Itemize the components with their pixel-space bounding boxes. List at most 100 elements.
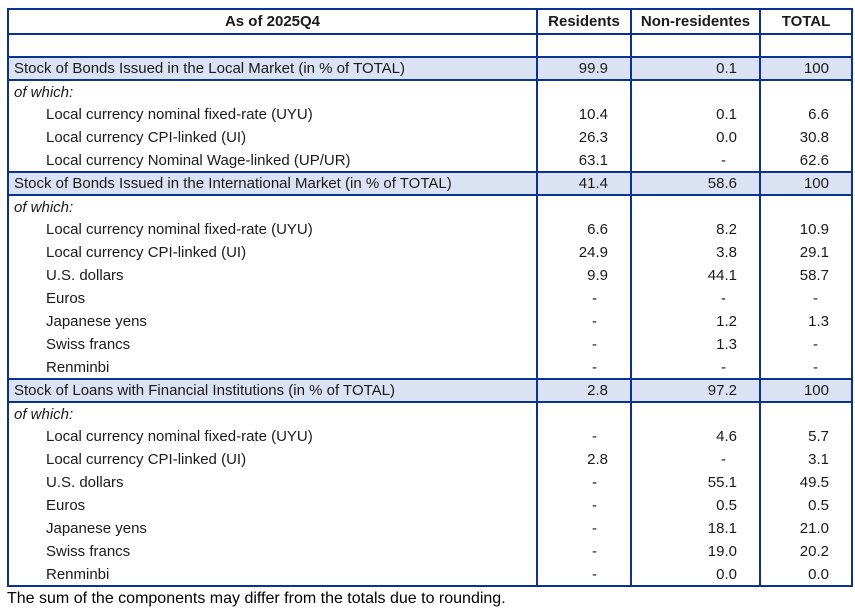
row-label: Renminbi: [7, 356, 538, 379]
value-cell: 6.6: [536, 218, 632, 241]
table-row: of which:: [7, 195, 853, 218]
value-cell: -: [630, 149, 761, 172]
value-cell: 6.6: [759, 103, 853, 126]
row-label: Stock of Bonds Issued in the Internation…: [7, 171, 538, 196]
value-cell: 99.9: [536, 56, 632, 81]
value-cell: 0.5: [630, 494, 761, 517]
row-label: Euros: [7, 494, 538, 517]
value-cell: 41.4: [536, 171, 632, 196]
table-row: of which:: [7, 402, 853, 425]
value-cell: 8.2: [630, 218, 761, 241]
table-row: Japanese yens -18.1 21.0: [7, 517, 853, 540]
value-cell: -: [536, 563, 632, 587]
row-label: Stock of Bonds Issued in the Local Marke…: [7, 56, 538, 81]
row-label: Japanese yens: [7, 517, 538, 540]
value-cell: [630, 80, 761, 103]
value-cell: 100: [759, 378, 853, 403]
value-cell: -: [536, 425, 632, 448]
footnote: The sum of the components may differ fro…: [7, 590, 506, 607]
value-cell: 0.0: [630, 563, 761, 587]
value-cell: 5.7: [759, 425, 853, 448]
table-body: Stock of Bonds Issued in the Local Marke…: [7, 34, 853, 587]
row-label: Local currency Nominal Wage-linked (UP/U…: [7, 149, 538, 172]
value-cell: 1.2: [630, 310, 761, 333]
value-cell: 3.1: [759, 448, 853, 471]
table-row: Local currency CPI-linked (UI) 26.3 0.0 30.…: [7, 126, 853, 149]
row-label: Local currency nominal fixed-rate (UYU): [7, 218, 538, 241]
value-cell: 63.1: [536, 149, 632, 172]
value-cell: -: [536, 310, 632, 333]
value-cell: -: [630, 448, 761, 471]
row-label: Japanese yens: [7, 310, 538, 333]
table-row: Local currency CPI-linked (UI) 24.9 3.8 29.…: [7, 241, 853, 264]
value-cell: 9.9: [536, 264, 632, 287]
table-row: Japanese yens -1.2 1.3: [7, 310, 853, 333]
table-row: Stock of Loans with Financial Institutio…: [7, 378, 853, 403]
table-row: Local currency CPI-linked (UI) 2.8-3.1: [7, 448, 853, 471]
value-cell: -: [759, 333, 853, 356]
value-cell: 10.4: [536, 103, 632, 126]
value-cell: 24.9: [536, 241, 632, 264]
value-cell: 58.7: [759, 264, 853, 287]
value-cell: 3.8: [630, 241, 761, 264]
value-cell: -: [536, 540, 632, 563]
value-cell: 0.5: [759, 494, 853, 517]
value-cell: -: [630, 356, 761, 379]
value-cell: -: [536, 471, 632, 494]
row-label: U.S. dollars: [7, 264, 538, 287]
value-cell: 26.3: [536, 126, 632, 149]
value-cell: 2.8: [536, 378, 632, 403]
row-label: Renminbi: [7, 563, 538, 587]
value-cell: -: [536, 333, 632, 356]
debt-statistics-table: As of 2025Q4 Residents Non-residentes TOTA…: [7, 8, 853, 587]
row-label: Swiss francs: [7, 333, 538, 356]
row-label: Local currency CPI-linked (UI): [7, 448, 538, 471]
value-cell: 18.1: [630, 517, 761, 540]
table-row: Local currency nominal fixed-rate (UYU) 6…: [7, 218, 853, 241]
table-row: Renminbi - - -: [7, 356, 853, 379]
value-cell: 49.5: [759, 471, 853, 494]
value-cell: -: [630, 287, 761, 310]
column-header-total: TOTAL: [759, 8, 853, 35]
value-cell: 19.0: [630, 540, 761, 563]
row-label: Stock of Loans with Financial Institutio…: [7, 378, 538, 403]
row-label: of which:: [7, 195, 538, 218]
value-cell: 44.1: [630, 264, 761, 287]
value-cell: [759, 34, 853, 57]
value-cell: [536, 402, 632, 425]
value-cell: -: [536, 356, 632, 379]
value-cell: 58.6: [630, 171, 761, 196]
value-cell: [630, 34, 761, 57]
value-cell: -: [536, 517, 632, 540]
row-label: [7, 34, 538, 57]
value-cell: 0.0: [759, 563, 853, 587]
value-cell: 10.9: [759, 218, 853, 241]
value-cell: 100: [759, 56, 853, 81]
row-label: of which:: [7, 80, 538, 103]
value-cell: 4.6: [630, 425, 761, 448]
value-cell: [536, 80, 632, 103]
table-row: Swiss francs -19.0 20.2: [7, 540, 853, 563]
value-cell: [536, 34, 632, 57]
row-label: Local currency CPI-linked (UI): [7, 126, 538, 149]
value-cell: [536, 195, 632, 218]
table-row: Local currency nominal fixed-rate (UYU) 1…: [7, 103, 853, 126]
value-cell: -: [536, 494, 632, 517]
value-cell: -: [536, 287, 632, 310]
table-row: Stock of Bonds Issued in the Internation…: [7, 171, 853, 196]
value-cell: -: [759, 356, 853, 379]
value-cell: 21.0: [759, 517, 853, 540]
table-row: Euros - - -: [7, 287, 853, 310]
value-cell: 29.1: [759, 241, 853, 264]
table-row: [7, 34, 853, 57]
column-header-non-residentes: Non-residentes: [630, 8, 761, 35]
value-cell: 0.1: [630, 103, 761, 126]
row-label: Local currency nominal fixed-rate (UYU): [7, 425, 538, 448]
table-title: As of 2025Q4: [7, 8, 538, 35]
row-label: U.S. dollars: [7, 471, 538, 494]
value-cell: 0.1: [630, 56, 761, 81]
value-cell: 97.2: [630, 378, 761, 403]
table-row: Local currency nominal fixed-rate (UYU) -…: [7, 425, 853, 448]
table-row: Euros -0.5 0.5: [7, 494, 853, 517]
value-cell: [630, 402, 761, 425]
